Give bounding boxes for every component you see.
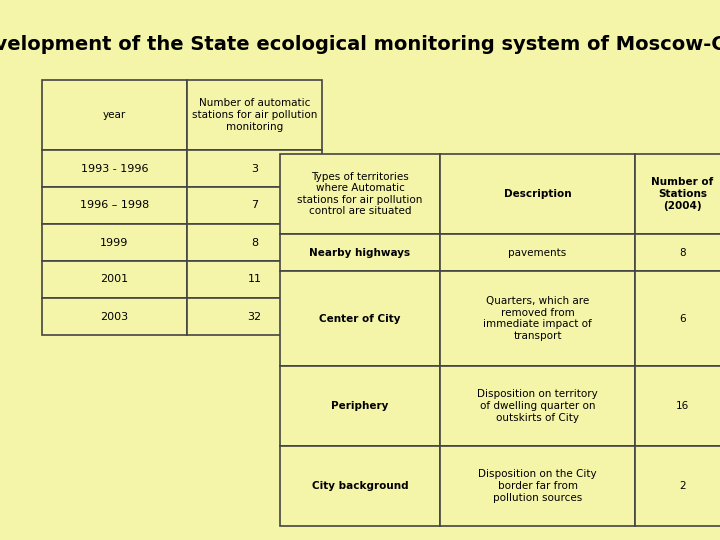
Text: Disposition on the City
border far from
pollution sources: Disposition on the City border far from … [478,469,597,503]
Bar [187,298,322,335]
Bar [440,446,635,526]
Bar [42,187,187,224]
Bar [187,187,322,224]
Text: year: year [103,110,126,120]
Text: Center of City: Center of City [319,314,401,323]
Bar [635,366,720,446]
Bar [280,234,440,271]
Bar [440,271,635,366]
Text: Periphery: Periphery [331,401,389,411]
Bar [635,446,720,526]
Text: 6: 6 [679,314,686,323]
Text: 1996 – 1998: 1996 – 1998 [80,200,149,211]
Bar [187,224,322,261]
Text: 1999: 1999 [100,238,129,247]
Bar [440,154,635,234]
Bar [42,150,187,187]
Bar [42,80,187,150]
Bar [42,224,187,261]
Text: Disposition on territory
of dwelling quarter on
outskirts of City: Disposition on territory of dwelling qua… [477,389,598,423]
Text: 2001: 2001 [100,274,129,285]
Text: 8: 8 [251,238,258,247]
Bar [187,80,322,150]
Bar [42,298,187,335]
Text: 8: 8 [679,247,686,258]
Text: Number of automatic
stations for air pollution
monitoring: Number of automatic stations for air pol… [192,98,318,132]
Bar [280,271,440,366]
Text: Quarters, which are
removed from
immediate impact of
transport: Quarters, which are removed from immedia… [483,296,592,341]
Bar [280,154,440,234]
Text: 1993 - 1996: 1993 - 1996 [81,164,148,173]
Bar [187,261,322,298]
Bar [635,271,720,366]
Text: pavements: pavements [508,247,567,258]
Bar [440,234,635,271]
Text: 2003: 2003 [100,312,129,321]
Bar [280,446,440,526]
Text: Types of territories
where Automatic
stations for air pollution
control are situ: Types of territories where Automatic sta… [297,172,423,217]
Bar [187,150,322,187]
Text: Nearby highways: Nearby highways [310,247,410,258]
Bar [635,234,720,271]
Bar [280,366,440,446]
Text: Number of
Stations
(2004): Number of Stations (2004) [652,178,714,211]
Text: Development of the State ecological monitoring system of Moscow-City: Development of the State ecological moni… [0,35,720,54]
Text: 11: 11 [248,274,261,285]
Text: 16: 16 [676,401,689,411]
Text: 7: 7 [251,200,258,211]
Text: Description: Description [504,189,571,199]
Bar [42,261,187,298]
Text: City background: City background [312,481,408,491]
Text: 32: 32 [248,312,261,321]
Bar [440,366,635,446]
Text: 2: 2 [679,481,686,491]
Text: 3: 3 [251,164,258,173]
Bar [635,154,720,234]
